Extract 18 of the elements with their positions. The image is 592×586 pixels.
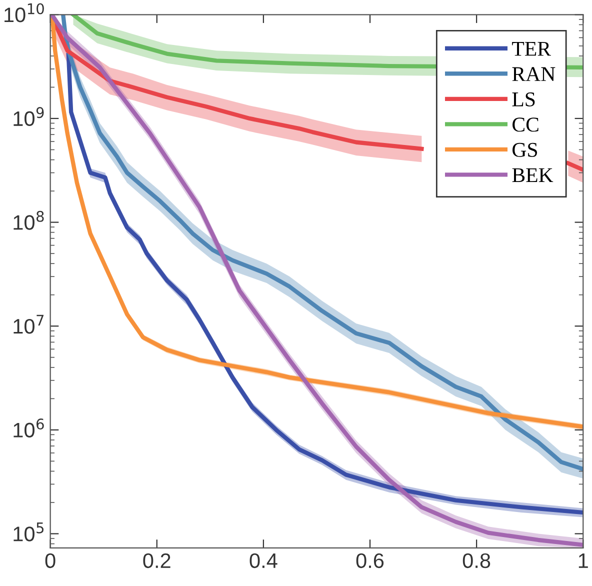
x-tick-label: 0.8 — [462, 553, 490, 568]
y-tick-label: 10$^{5}$ — [14, 522, 44, 542]
x-tick-label: 0.6 — [356, 553, 384, 568]
y-tick-label: 10$^{7}$ — [14, 314, 44, 334]
y-tick-label: 10$^{9}$ — [14, 107, 44, 126]
y-tick-label: 10$^{6}$ — [14, 418, 44, 438]
legend-label: GS — [512, 142, 538, 157]
y-tick-label: 10$^{8}$ — [14, 210, 44, 230]
legend-label: TER — [512, 42, 551, 56]
x-tick-label: 0 — [45, 553, 56, 568]
legend-label: CC — [512, 118, 538, 132]
x-tick-label: 0.2 — [143, 553, 170, 568]
y-tick-label: 10$^{10}$ — [4, 3, 44, 22]
legend-label: RAN — [512, 67, 556, 81]
legend-label: BEK — [512, 168, 554, 182]
legend-label: LS — [512, 92, 535, 106]
x-tick-label: 1 — [578, 554, 588, 568]
x-tick-label: 0.4 — [250, 553, 278, 568]
